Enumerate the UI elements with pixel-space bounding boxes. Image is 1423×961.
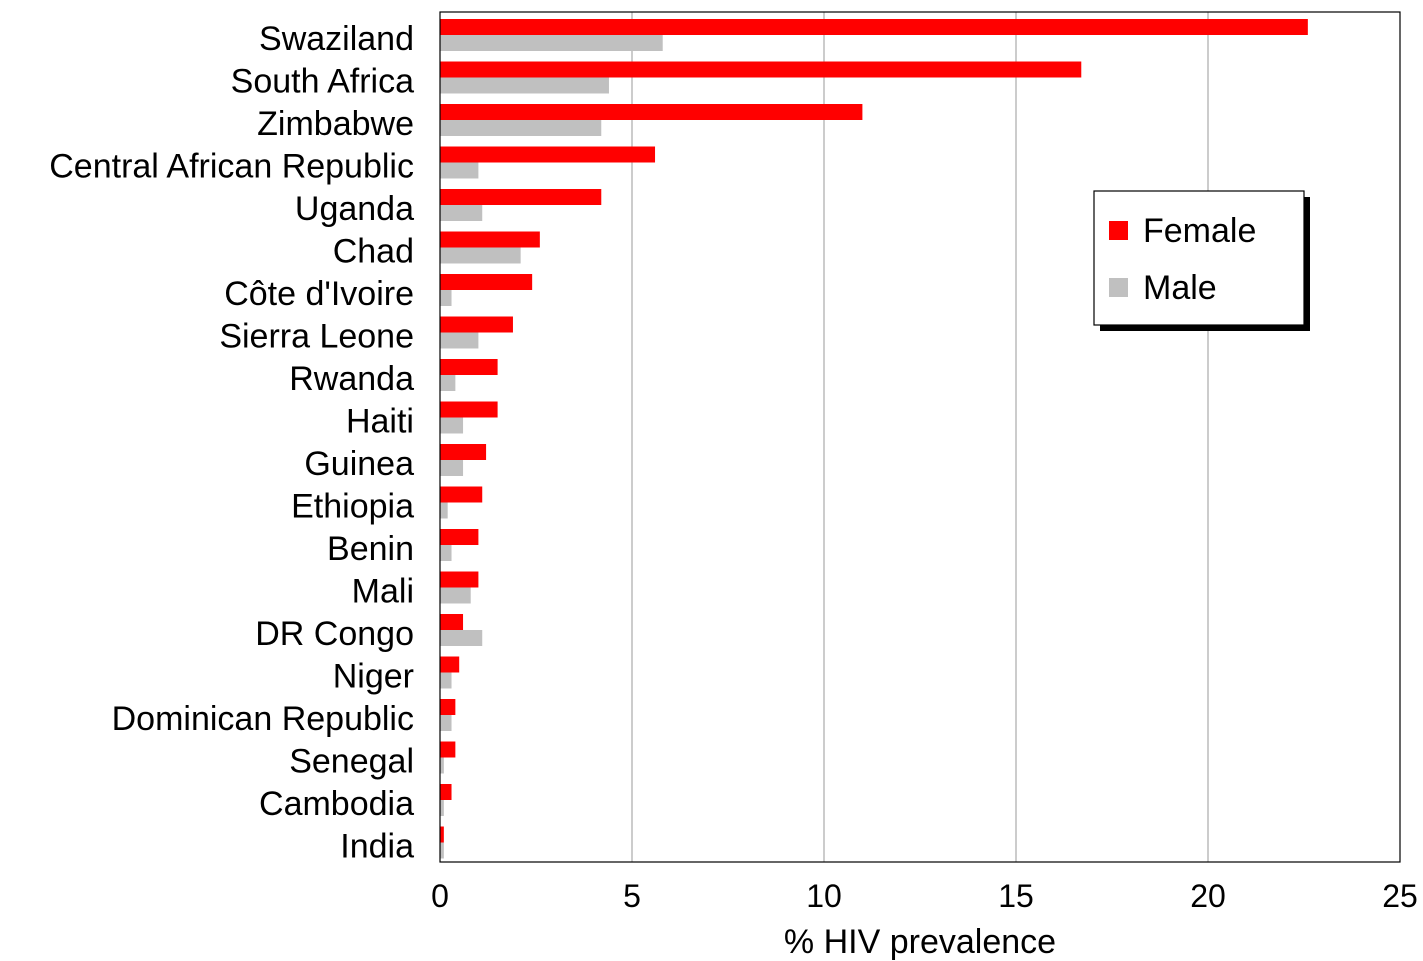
- male-bar: [440, 417, 464, 434]
- female-bar: [440, 826, 444, 843]
- category-label: Chad: [333, 233, 414, 271]
- male-bar: [440, 375, 456, 391]
- category-label: Niger: [333, 658, 414, 696]
- male-bar: [440, 205, 483, 221]
- female-bar: [440, 571, 479, 588]
- male-bar: [440, 545, 452, 561]
- female-bar: [440, 656, 460, 673]
- legend-label: Female: [1143, 212, 1256, 250]
- male-bar: [440, 460, 464, 476]
- legend-swatch: [1109, 278, 1128, 297]
- female-bar: [440, 614, 464, 630]
- female-bar: [440, 231, 540, 248]
- x-axis-title: % HIV prevalence: [784, 923, 1056, 961]
- female-bar: [440, 359, 498, 375]
- male-bar: [440, 800, 444, 816]
- category-label: South Africa: [231, 63, 414, 101]
- male-bar: [440, 332, 479, 349]
- x-tick-label: 25: [1382, 878, 1418, 914]
- female-bar: [440, 444, 487, 460]
- male-bar: [440, 587, 471, 604]
- legend: Female Male: [1093, 190, 1310, 331]
- category-label: Mali: [352, 573, 414, 611]
- category-label: Senegal: [289, 743, 414, 781]
- category-label: Rwanda: [289, 360, 414, 398]
- male-bar: [440, 247, 521, 264]
- category-label: Zimbabwe: [257, 105, 414, 143]
- category-label: Guinea: [304, 445, 414, 483]
- female-bar: [440, 699, 456, 715]
- female-bar: [440, 61, 1082, 78]
- male-bar: [440, 77, 609, 94]
- x-tick-label: 5: [623, 878, 641, 914]
- category-label: Swaziland: [259, 20, 414, 58]
- male-bar: [440, 842, 444, 859]
- category-label: Dominican Republic: [112, 700, 414, 738]
- female-bar: [440, 274, 533, 290]
- female-bar: [440, 104, 863, 120]
- bars: [440, 19, 1308, 859]
- x-tick-label: 0: [431, 878, 449, 914]
- category-label: Central African Republic: [49, 148, 414, 186]
- female-bar: [440, 401, 498, 418]
- male-bar: [440, 120, 602, 136]
- x-tick-label: 20: [1190, 878, 1226, 914]
- category-label: Sierra Leone: [219, 318, 414, 356]
- male-bar: [440, 757, 444, 774]
- male-bar: [440, 715, 452, 731]
- plot-frame: [439, 11, 1401, 863]
- female-bar: [440, 189, 602, 205]
- category-label: Côte d'Ivoire: [224, 275, 414, 313]
- female-bar: [440, 316, 513, 333]
- legend-box: [1093, 190, 1305, 326]
- category-label: India: [340, 828, 414, 866]
- x-tick-label: 15: [998, 878, 1034, 914]
- category-label: DR Congo: [255, 615, 414, 653]
- gridlines: [631, 12, 1209, 862]
- legend-swatch: [1109, 221, 1128, 240]
- female-bar: [440, 784, 452, 800]
- category-label: Haiti: [346, 403, 414, 441]
- male-bar: [440, 162, 479, 179]
- female-bar: [440, 146, 656, 163]
- category-label: Cambodia: [259, 785, 414, 823]
- female-bar: [440, 486, 483, 503]
- male-bar: [440, 290, 452, 306]
- category-label: Benin: [327, 530, 414, 568]
- female-bar: [440, 19, 1308, 35]
- female-bar: [440, 529, 479, 545]
- male-bar: [440, 672, 452, 689]
- category-label: Uganda: [295, 190, 414, 228]
- x-tick-label: 10: [806, 878, 842, 914]
- category-label: Ethiopia: [291, 488, 414, 526]
- legend-label: Male: [1143, 269, 1217, 307]
- male-bar: [440, 502, 448, 519]
- male-bar: [440, 630, 483, 646]
- male-bar: [440, 35, 663, 51]
- category-labels: Swaziland South Africa Zimbabwe Central Afr…: [49, 20, 414, 866]
- female-bar: [440, 741, 456, 758]
- x-axis-ticks: 0 5 10 15 20 25: [431, 878, 1418, 914]
